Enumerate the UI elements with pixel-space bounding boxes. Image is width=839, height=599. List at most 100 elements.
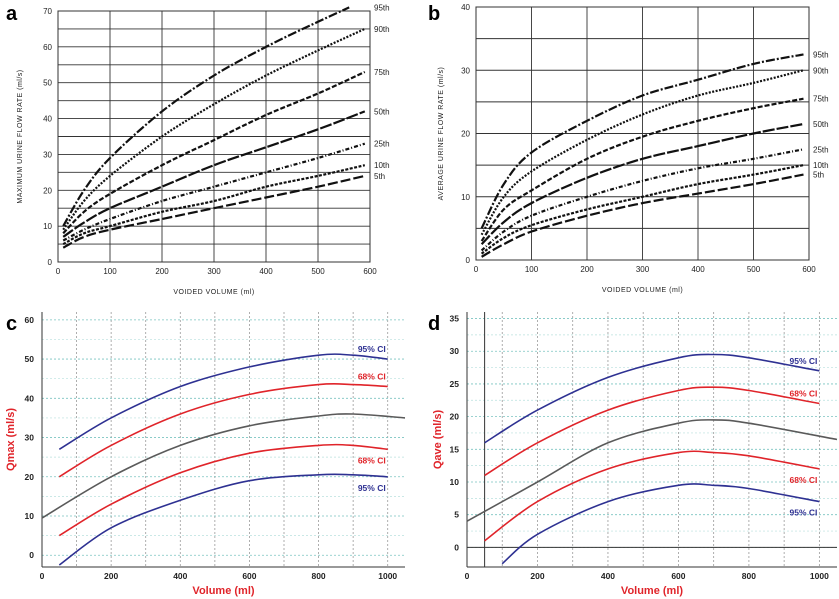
x-tick-label: 400 xyxy=(173,571,187,581)
x-tick-label: 200 xyxy=(580,265,594,274)
x-tick-label: 800 xyxy=(311,571,325,581)
series-line-90th xyxy=(480,69,804,236)
y-tick-label: 30 xyxy=(461,66,470,75)
series-label-75th: 75th xyxy=(374,68,390,77)
y-tick-label: 5 xyxy=(454,510,459,520)
x-tick-label: 100 xyxy=(103,267,117,276)
y-tick-label: 10 xyxy=(450,477,460,487)
series-label-5th: 5th xyxy=(813,171,824,180)
series-line-5th xyxy=(62,174,366,249)
x-tick-label: 300 xyxy=(207,267,221,276)
y-tick-label: 40 xyxy=(461,3,470,12)
x-axis-label: VOIDED VOLUME (ml) xyxy=(602,287,683,294)
series-line-10th xyxy=(62,164,366,246)
series-label-ci: 68% CI xyxy=(790,475,818,485)
series-label-25th: 25th xyxy=(813,145,829,154)
series-label-ci: 95% CI xyxy=(358,483,386,493)
y-tick-label: 15 xyxy=(450,444,460,454)
series-line-68-CI-3 xyxy=(58,443,388,537)
series-line-75th xyxy=(480,97,804,242)
x-tick-label: 0 xyxy=(465,571,470,581)
y-tick-label: 40 xyxy=(25,393,35,403)
y-tick-label: 30 xyxy=(450,346,460,356)
y-tick-label: 60 xyxy=(43,43,52,52)
series-label-95th: 95th xyxy=(813,50,829,59)
y-tick-label: 10 xyxy=(25,511,35,521)
series-label-25th: 25th xyxy=(374,140,390,149)
series-line-95-CI-0 xyxy=(484,353,820,444)
y-tick-label: 70 xyxy=(43,7,52,16)
series-line-95-CI-4 xyxy=(58,473,388,566)
series-line-mean xyxy=(41,413,406,519)
chart-panel-b: b 0 100 200 300 400 500 600 0 10 20 30 40 VOIDED VOLU… xyxy=(428,3,829,294)
x-axis-label: VOIDED VOLUME (ml) xyxy=(173,289,254,296)
series-line-mean xyxy=(466,419,838,522)
series-label-90th: 90th xyxy=(374,25,390,34)
y-tick-label: 0 xyxy=(466,256,471,265)
y-axis-label: Qmax (ml/s) xyxy=(5,408,17,471)
series-line-95-CI-4 xyxy=(501,483,820,565)
series-label-95th: 95th xyxy=(374,3,390,12)
chart-panel-c: c 0 200 400 600 800 1000 0 10 20 30 40 50 60 Volume (m… xyxy=(5,312,406,597)
series-label-5th: 5th xyxy=(374,172,385,181)
y-tick-label: 50 xyxy=(43,79,52,88)
y-tick-label: 0 xyxy=(29,550,34,560)
series-line-90th xyxy=(62,27,366,231)
x-tick-label: 1000 xyxy=(810,571,829,581)
x-tick-label: 400 xyxy=(259,267,273,276)
y-tick-label: 20 xyxy=(450,412,460,422)
y-tick-label: 35 xyxy=(450,314,460,324)
x-tick-label: 800 xyxy=(742,571,756,581)
x-tick-label: 200 xyxy=(104,571,118,581)
series-line-68-CI-3 xyxy=(484,450,820,542)
x-tick-label: 0 xyxy=(474,265,479,274)
y-tick-label: 10 xyxy=(43,222,52,231)
y-tick-label: 20 xyxy=(461,130,470,139)
y-axis-label: MAXIMUM URINE FLOW RATE (ml/s) xyxy=(17,69,24,203)
series-line-68-CI-1 xyxy=(58,382,388,478)
x-tick-label: 200 xyxy=(155,267,169,276)
x-tick-label: 600 xyxy=(363,267,377,276)
panel-letter: a xyxy=(6,3,18,25)
series-line-95-CI-0 xyxy=(58,353,388,450)
series-line-25th xyxy=(62,142,366,242)
y-axis-label: Qave (ml/s) xyxy=(432,410,444,470)
series-label-50th: 50th xyxy=(813,120,829,129)
series-line-50th xyxy=(480,122,804,245)
x-tick-label: 400 xyxy=(691,265,705,274)
x-tick-label: 200 xyxy=(530,571,544,581)
series-label-90th: 90th xyxy=(813,66,829,75)
x-tick-label: 0 xyxy=(56,267,61,276)
x-tick-label: 400 xyxy=(601,571,615,581)
series-label-10th: 10th xyxy=(374,161,390,170)
series-label-ci: 95% CI xyxy=(358,344,386,354)
chart-panel-d: d 0 200 400 600 800 1000 0 5 10 15 20 25 30 35 Volume (… xyxy=(428,312,838,597)
series-line-50th xyxy=(62,110,366,238)
y-tick-label: 20 xyxy=(25,472,35,482)
panel-letter: c xyxy=(6,313,17,335)
x-tick-label: 500 xyxy=(747,265,761,274)
series-label-ci: 95% CI xyxy=(790,508,818,518)
panel-letter: b xyxy=(428,3,440,25)
series-line-5th xyxy=(481,173,804,258)
y-axis-label: AVERAGE URINE FLOW RATE (ml/s) xyxy=(438,67,445,201)
series-line-95th xyxy=(62,6,350,227)
series-line-10th xyxy=(480,164,804,255)
series-label-ci: 68% CI xyxy=(358,455,386,465)
chart-panel-a: a 0 100 200 300 400 500 600 0 10 20 30 40 50 60 70 VOIDE… xyxy=(6,3,390,296)
x-tick-label: 600 xyxy=(671,571,685,581)
x-tick-label: 600 xyxy=(802,265,816,274)
y-tick-label: 30 xyxy=(43,150,52,159)
y-tick-label: 40 xyxy=(43,115,52,124)
series-label-75th: 75th xyxy=(813,95,829,104)
y-tick-label: 30 xyxy=(25,433,35,443)
y-tick-label: 25 xyxy=(450,379,460,389)
x-tick-label: 100 xyxy=(525,265,539,274)
x-tick-label: 300 xyxy=(636,265,650,274)
x-axis-label: Volume (ml) xyxy=(192,585,254,597)
x-tick-label: 500 xyxy=(311,267,325,276)
y-tick-label: 0 xyxy=(48,258,53,267)
x-axis-label: Volume (ml) xyxy=(621,585,683,597)
series-label-ci: 68% CI xyxy=(358,372,386,382)
